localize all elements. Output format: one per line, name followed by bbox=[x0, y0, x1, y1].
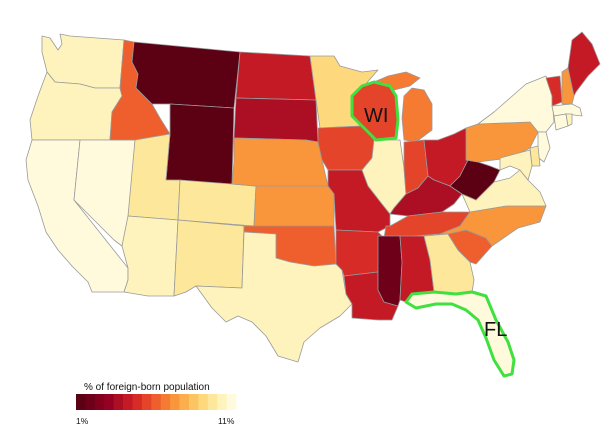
highlight-label-wi: WI bbox=[364, 105, 388, 127]
state-mt[interactable] bbox=[131, 41, 241, 109]
state-nd[interactable] bbox=[235, 51, 317, 101]
highlight-label-fl: FL bbox=[484, 319, 507, 341]
legend-swatch bbox=[170, 394, 180, 410]
legend-swatch bbox=[76, 394, 86, 410]
legend-swatch bbox=[85, 394, 96, 410]
state-nc[interactable] bbox=[439, 205, 547, 247]
state-ne[interactable] bbox=[231, 137, 329, 187]
state-wv[interactable] bbox=[449, 159, 501, 201]
state-me[interactable] bbox=[567, 31, 601, 97]
highlight-outline-wi bbox=[350, 80, 400, 142]
legend-swatch bbox=[94, 394, 105, 410]
state-ms[interactable] bbox=[377, 235, 403, 307]
state-wy[interactable] bbox=[165, 103, 235, 185]
state-wa[interactable] bbox=[41, 33, 125, 89]
legend-swatch bbox=[226, 394, 237, 410]
state-ca[interactable] bbox=[25, 139, 129, 293]
state-ar[interactable] bbox=[335, 229, 385, 277]
state-mi[interactable] bbox=[401, 87, 433, 143]
state-ri[interactable] bbox=[565, 113, 573, 127]
legend-swatch bbox=[188, 394, 199, 410]
state-ks[interactable] bbox=[253, 185, 335, 227]
state-md[interactable] bbox=[499, 149, 533, 181]
legend-min-label: 1% bbox=[76, 416, 89, 426]
legend-swatch bbox=[132, 394, 143, 410]
legend-swatch bbox=[104, 394, 115, 410]
legend-swatch bbox=[123, 394, 133, 410]
legend-swatch bbox=[151, 394, 162, 410]
state-ct[interactable] bbox=[553, 113, 569, 131]
legend-swatch bbox=[207, 394, 218, 410]
state-il[interactable] bbox=[361, 139, 407, 215]
legend-max-label: 11% bbox=[218, 416, 235, 426]
color-legend: % of foreign-born population 1% 11% bbox=[76, 382, 237, 426]
legend-swatch bbox=[113, 394, 124, 410]
highlight-layer: WI FL bbox=[350, 80, 516, 378]
legend-swatch bbox=[160, 394, 171, 410]
state-ia[interactable] bbox=[317, 125, 375, 171]
state-tx[interactable] bbox=[195, 231, 353, 363]
state-az[interactable] bbox=[121, 215, 179, 297]
legend-swatch bbox=[179, 394, 190, 410]
highlight-outline-fl bbox=[404, 290, 516, 378]
legend-swatch bbox=[217, 394, 227, 410]
legend-swatch bbox=[141, 394, 152, 410]
legend-swatches bbox=[76, 394, 237, 410]
state-tn[interactable] bbox=[383, 211, 471, 239]
legend-title: % of foreign-born population bbox=[84, 382, 210, 393]
state-sd[interactable] bbox=[233, 97, 319, 143]
state-nm[interactable] bbox=[173, 219, 245, 297]
state-co[interactable] bbox=[177, 179, 257, 227]
states-layer bbox=[25, 31, 601, 377]
legend-swatch bbox=[198, 394, 209, 410]
state-vt[interactable] bbox=[545, 75, 563, 107]
state-nh[interactable] bbox=[561, 67, 575, 105]
